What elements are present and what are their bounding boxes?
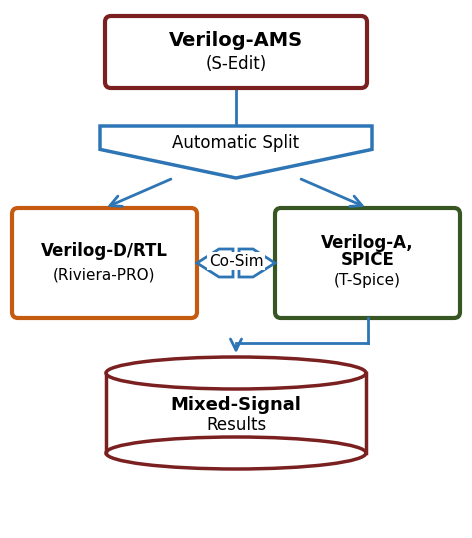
Text: Co-Sim: Co-Sim <box>209 253 263 268</box>
Text: SPICE: SPICE <box>341 251 395 269</box>
Text: (S-Edit): (S-Edit) <box>205 55 267 73</box>
FancyBboxPatch shape <box>12 208 197 318</box>
Text: (Riviera-PRO): (Riviera-PRO) <box>53 267 156 282</box>
Polygon shape <box>239 249 275 277</box>
Text: Verilog-A,: Verilog-A, <box>321 234 414 252</box>
Text: Results: Results <box>206 416 266 434</box>
Ellipse shape <box>106 437 366 469</box>
Polygon shape <box>100 126 372 178</box>
Text: Verilog-AMS: Verilog-AMS <box>169 31 303 49</box>
FancyBboxPatch shape <box>275 208 460 318</box>
Polygon shape <box>197 249 233 277</box>
FancyBboxPatch shape <box>105 16 367 88</box>
Text: Verilog-D/RTL: Verilog-D/RTL <box>41 242 168 260</box>
Text: (T-Spice): (T-Spice) <box>334 273 401 288</box>
Polygon shape <box>106 373 366 453</box>
Ellipse shape <box>106 357 366 389</box>
Text: Mixed-Signal: Mixed-Signal <box>170 396 302 414</box>
Text: Automatic Split: Automatic Split <box>172 133 300 152</box>
